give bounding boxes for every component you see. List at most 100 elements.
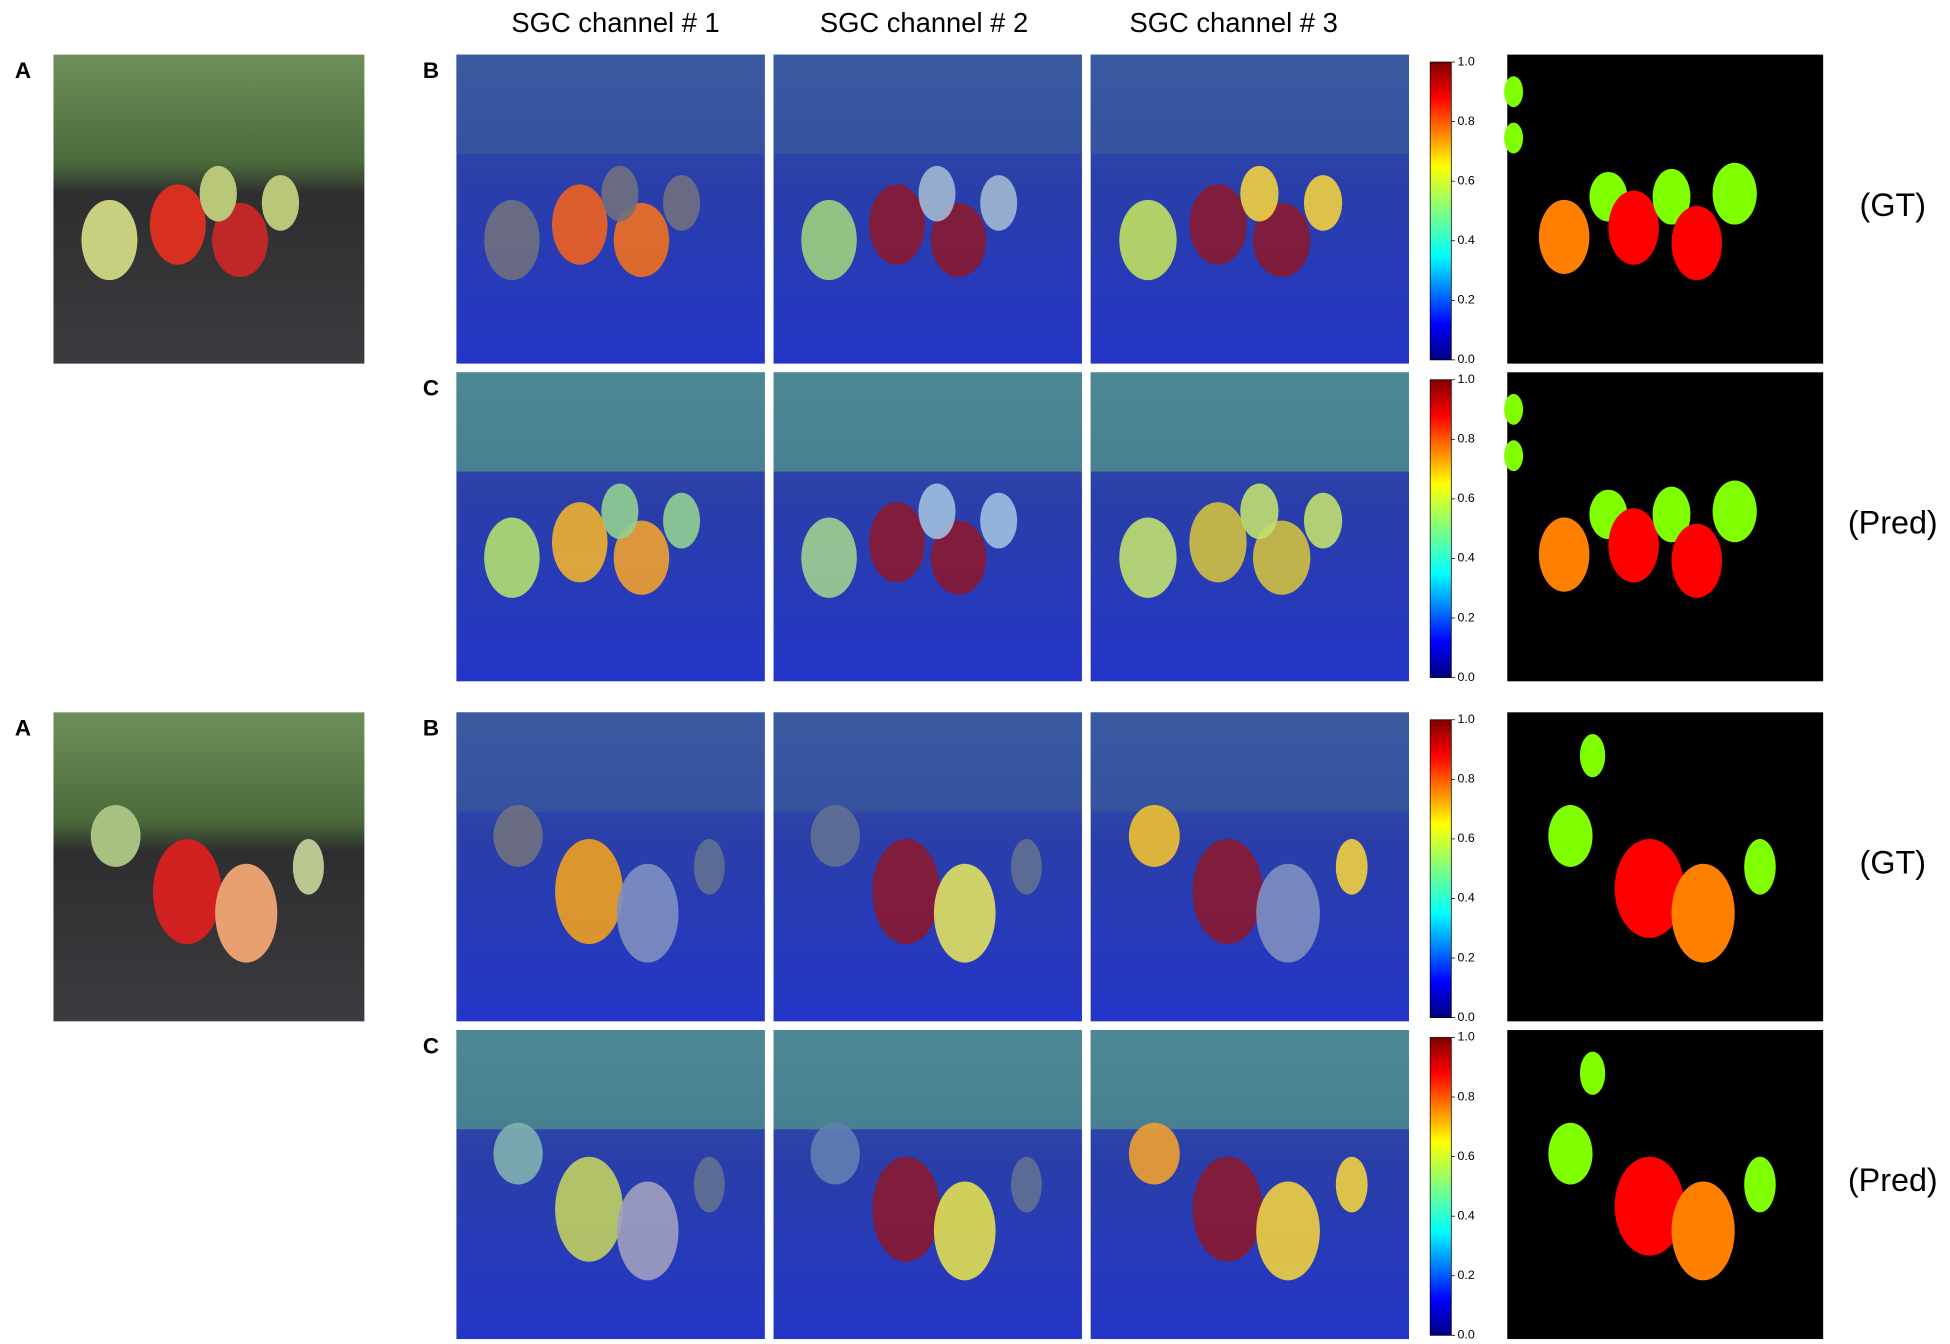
colorbar-tick-label: 0.2: [1458, 610, 1475, 624]
photo-fruit: [292, 839, 324, 895]
colorbar-tick-label: 0.0: [1458, 1010, 1475, 1024]
heatmap-fruit: [1335, 839, 1368, 895]
mask-region: [1548, 805, 1593, 867]
heatmap-fruit: [872, 839, 941, 945]
heatmap-fruit: [1189, 184, 1247, 265]
photo-fruit: [199, 165, 237, 222]
photo-fruit: [215, 863, 278, 963]
colorbar-tick-label: 0.4: [1458, 891, 1475, 905]
heatmap-foliage: [1090, 372, 1410, 472]
mask-region: [1744, 1156, 1776, 1213]
heatmap-fruit: [1128, 1122, 1180, 1185]
heatmap-fruit: [616, 863, 679, 963]
colorbar-tick-label: 0.4: [1458, 233, 1475, 247]
heatmap-fruit: [872, 1156, 941, 1262]
colorbar-tick-label: 1.0: [1458, 54, 1475, 68]
heatmap-fruit: [552, 184, 608, 265]
heatmap-fruit: [484, 517, 540, 598]
heatmap-fruit: [1192, 1156, 1263, 1262]
photo-fruit: [212, 202, 269, 278]
heatmap-fruit: [616, 1181, 679, 1281]
photo-fruit: [261, 175, 300, 231]
panel-label: A: [15, 716, 31, 741]
heatmap-fruit: [693, 839, 725, 895]
colorbar-tick-label: 0.8: [1458, 772, 1475, 786]
colorbar-tick-label: 1.0: [1458, 712, 1475, 726]
photo-fruit: [90, 805, 141, 867]
colorbar: [1429, 379, 1452, 678]
mask-region: [1652, 168, 1691, 225]
heatmap-fruit: [663, 175, 701, 231]
heatmap-fruit: [869, 184, 925, 265]
heatmap-fruit: [555, 1156, 623, 1262]
mask-label: (Pred): [1848, 504, 1938, 540]
heatmap-fruit: [663, 492, 701, 549]
heatmap-fruit: [1256, 1181, 1320, 1281]
heatmap-fruit: [1303, 175, 1343, 231]
heatmap-fruit: [801, 199, 857, 281]
heatmap-fruit: [493, 805, 543, 867]
panel-label: B: [423, 58, 439, 83]
mask-region: [1614, 1156, 1685, 1256]
colorbar-tick-label: 0.6: [1458, 173, 1475, 187]
heatmap-foliage: [456, 372, 765, 472]
heatmap-fruit: [601, 483, 639, 540]
mask-region: [1652, 486, 1691, 543]
heatmap-foliage: [773, 372, 1082, 472]
photo-fruit: [152, 839, 222, 945]
heatmap-fruit: [1253, 520, 1311, 595]
heatmap-fruit: [1240, 483, 1279, 540]
heatmap-fruit: [1240, 165, 1279, 222]
colorbar-tick-label: 0.4: [1458, 1208, 1475, 1222]
mask-region: [1671, 1181, 1735, 1281]
mask-region: [1671, 206, 1723, 281]
mask-region: [1579, 1051, 1606, 1095]
photo-fruit: [149, 184, 206, 265]
colorbar-tick-label: 0.8: [1458, 432, 1475, 446]
heatmap-fruit: [555, 839, 623, 945]
colorbar: [1429, 719, 1452, 1018]
heatmap-fruit: [933, 863, 996, 963]
mask-region: [1579, 733, 1606, 778]
column-header: SGC channel # 1: [511, 7, 719, 38]
mask-region: [1671, 863, 1735, 963]
mask-region: [1744, 839, 1776, 895]
mask-region: [1538, 517, 1590, 592]
heatmap-fruit: [1011, 1156, 1042, 1213]
heatmap-fruit: [1128, 805, 1180, 867]
heatmap-foliage: [1090, 712, 1410, 812]
heatmap-fruit: [1256, 863, 1320, 963]
heatmap-fruit: [493, 1122, 543, 1185]
heatmap-fruit: [1192, 839, 1263, 945]
colorbar-tick-label: 0.0: [1458, 352, 1475, 366]
heatmap-fruit: [601, 165, 639, 222]
heatmap-fruit: [810, 1122, 860, 1185]
colorbar-tick-label: 0.8: [1458, 114, 1475, 128]
colorbar-tick-label: 0.8: [1458, 1089, 1475, 1103]
mask-region: [1712, 480, 1757, 543]
mask-region: [1504, 393, 1524, 425]
heatmap-fruit: [552, 502, 608, 583]
colorbar-tick-label: 0.2: [1458, 1268, 1475, 1282]
heatmap-fruit: [801, 517, 857, 598]
heatmap-fruit: [869, 502, 925, 583]
heatmap-fruit: [980, 492, 1018, 549]
colorbar-tick-label: 0.6: [1458, 831, 1475, 845]
mask-region: [1671, 523, 1723, 598]
heatmap-fruit: [810, 805, 860, 867]
heatmap-fruit: [613, 520, 670, 595]
heatmap-fruit: [918, 483, 956, 540]
colorbar-tick-label: 0.6: [1458, 491, 1475, 505]
colorbar-tick-label: 0.0: [1458, 1328, 1475, 1342]
column-header: SGC channel # 3: [1130, 7, 1338, 38]
heatmap-fruit: [930, 520, 987, 595]
mask-label: (Pred): [1848, 1162, 1938, 1198]
colorbar-tick-label: 0.2: [1458, 293, 1475, 307]
heatmap-fruit: [930, 202, 987, 278]
heatmap-foliage: [456, 1030, 765, 1130]
heatmap-fruit: [933, 1181, 996, 1281]
mask-region: [1608, 190, 1659, 265]
heatmap-foliage: [773, 712, 1082, 812]
mask-region: [1614, 839, 1685, 938]
